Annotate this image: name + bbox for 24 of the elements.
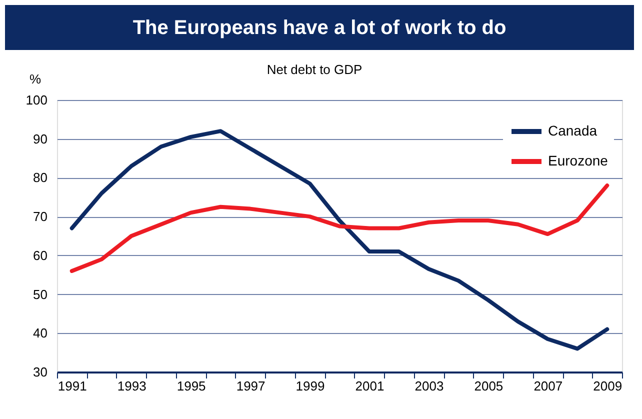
- x-tick-label: 2005: [474, 378, 504, 394]
- chart-subtitle: Net debt to GDP: [266, 62, 362, 77]
- y-tick-label: 90: [33, 131, 48, 146]
- y-tick-label: 70: [33, 209, 48, 224]
- y-tick-label: 60: [33, 248, 48, 263]
- y-tick-label: 80: [33, 170, 48, 186]
- y-tick-label: 100: [26, 92, 48, 108]
- x-tick-label: 1997: [236, 378, 266, 394]
- x-tick-label: 1991: [58, 378, 87, 394]
- y-axis-title: %: [30, 72, 42, 86]
- x-tick-label: 2003: [414, 378, 444, 394]
- y-tick-label: 40: [33, 326, 48, 341]
- x-tick-label: 1995: [176, 378, 206, 394]
- x-tick-label: 1993: [117, 378, 146, 394]
- y-tick-label: 50: [33, 286, 48, 302]
- line-series: [70, 183, 610, 273]
- x-tick-label: 1999: [296, 378, 325, 394]
- y-tick-label: 30: [33, 364, 48, 380]
- legend-label: Eurozone: [548, 152, 608, 168]
- x-tick-label: 2009: [593, 378, 622, 394]
- x-tick-label: 2001: [355, 378, 384, 394]
- chart-title: The Europeans have a lot of work to do: [132, 17, 506, 39]
- legend-label: Canada: [548, 122, 598, 138]
- x-tick-label: 2007: [534, 378, 563, 394]
